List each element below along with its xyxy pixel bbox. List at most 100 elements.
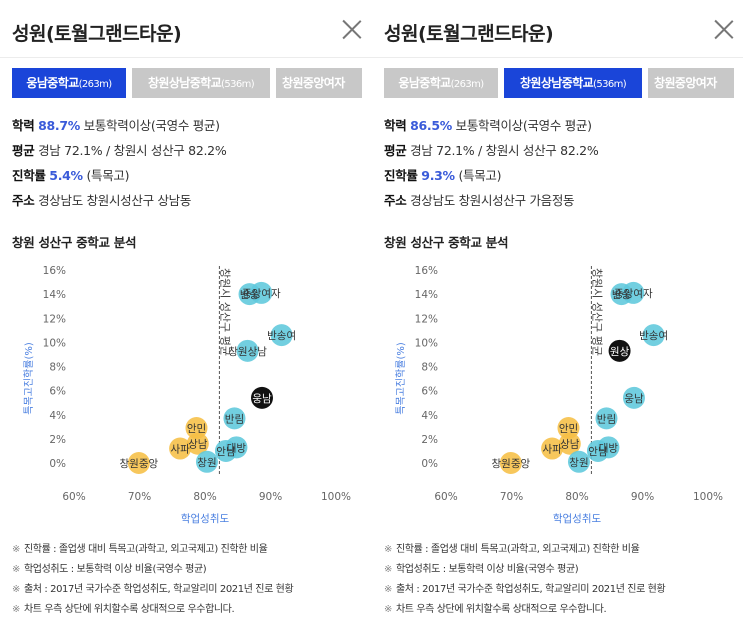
tab-changwon-jungang-yeoja[interactable]: 창원중앙여자 xyxy=(648,68,734,98)
advancement-value: 5.4% xyxy=(49,168,83,183)
tab-label: 창원중앙여자 xyxy=(282,76,345,90)
tab-changwon-sangnam[interactable]: 창원상남중학교(536m) xyxy=(504,68,642,98)
tab-label: 웅남중학교 xyxy=(398,76,451,90)
tab-distance: (536m) xyxy=(593,79,627,90)
tab-label: 웅남중학교 xyxy=(26,76,79,90)
x-tick-label: 80% xyxy=(193,491,216,503)
data-point xyxy=(186,432,209,455)
data-point-label: 웅남 xyxy=(252,393,272,405)
y-tick-label: 14% xyxy=(415,289,438,301)
panel-title: 성원(토월그랜드타운) xyxy=(12,23,182,45)
note-mark: ※ xyxy=(12,564,20,575)
x-tick-label: 60% xyxy=(62,491,85,503)
y-tick-label: 16% xyxy=(43,265,66,277)
footnotes: ※ 진학률 : 졸업생 대비 특목고(과학고, 외고국제고) 진학한 비율 ※ 학업… xyxy=(12,541,362,621)
footnote: ※ 출처 : 2017년 국가수준 학업성취도, 학교알리미 2021년 진로 현… xyxy=(12,581,362,601)
tab-ungnam[interactable]: 웅남중학교(263m) xyxy=(12,68,126,98)
achievement-value: 86.5% xyxy=(410,118,452,133)
y-axis-label: 특목고진학률(%) xyxy=(395,342,407,415)
data-point xyxy=(595,407,618,430)
data-point-label: 반송 xyxy=(240,289,260,301)
data-point-label: 웅남 xyxy=(624,393,644,405)
address-value: 경상남도 창원시성산구 가음정동 xyxy=(410,193,575,208)
x-tick-label: 90% xyxy=(259,491,282,503)
y-tick-label: 8% xyxy=(421,362,438,374)
x-tick-label: 100% xyxy=(693,491,723,503)
note-text: 차트 우측 상단에 위치할수록 상대적으로 우수합니다. xyxy=(395,604,607,615)
close-icon[interactable] xyxy=(340,17,364,41)
info-label: 평균 xyxy=(384,143,407,158)
average-value: 경남 72.1% / 창원시 성산구 82.2% xyxy=(38,143,227,158)
tab-ungnam[interactable]: 웅남중학교(263m) xyxy=(384,68,498,98)
data-point-label: 대방 xyxy=(599,442,619,454)
tab-label: 창원중앙여자 xyxy=(654,76,717,90)
data-point-label: 안남 xyxy=(216,446,236,458)
note-text: 출처 : 2017년 국가수준 학업성취도, 학교알리미 2021년 진로 현황 xyxy=(395,584,666,595)
scatter-chart: 0% 2% 4% 6% 8% 10% 12% 14% 16% 60% 70% 80% 90% 100% 학업… xyxy=(23,265,351,525)
y-tick-label: 12% xyxy=(43,313,66,325)
note-text: 차트 우측 상단에 위치할수록 상대적으로 우수합니다. xyxy=(23,604,235,615)
info-average: 평균 경남 72.1% / 창원시 성산구 82.2% xyxy=(12,141,362,166)
y-tick-label: 10% xyxy=(415,337,438,349)
data-point xyxy=(642,324,665,347)
footnote: ※ 진학률 : 졸업생 대비 특목고(과학고, 외고국제고) 진학한 비율 xyxy=(12,541,362,561)
achievement-value: 88.7% xyxy=(38,118,80,133)
school-tabs: 웅남중학교(263m) 창원상남중학교(536m) 창원중앙여자 xyxy=(384,68,743,98)
note-mark: ※ xyxy=(12,544,20,555)
data-point xyxy=(622,386,645,409)
y-tick-label: 2% xyxy=(49,434,66,446)
tab-label: 창원상남중학교 xyxy=(147,76,222,90)
info-advancement: 진학률 9.3% (특목고) xyxy=(384,166,734,191)
data-point-label: 사파 xyxy=(170,444,190,456)
data-point xyxy=(567,450,590,473)
info-label: 진학률 xyxy=(12,168,46,183)
x-tick-label: 70% xyxy=(500,491,523,503)
school-tabs: 웅남중학교(263m) 창원상남중학교(536m) 창원중앙여자 xyxy=(12,68,372,98)
data-point xyxy=(558,432,581,455)
average-line-label: 창원시 성산구 평균 xyxy=(218,268,231,356)
info-label: 주소 xyxy=(12,193,35,208)
data-point xyxy=(270,324,293,347)
average-line-label: 창원시 성산구 평균 xyxy=(590,268,603,356)
data-point-label: 창원 xyxy=(197,457,216,469)
data-point xyxy=(185,417,208,440)
info-address: 주소 경상남도 창원시성산구 가음정동 xyxy=(384,191,734,216)
note-text: 학업성취도 : 보통학력 이상 비율(국영수 평균) xyxy=(395,564,579,575)
note-mark: ※ xyxy=(384,564,392,575)
address-value: 경상남도 창원시성산구 상남동 xyxy=(38,193,192,208)
info-label: 평균 xyxy=(12,143,35,158)
data-point-label: 반림 xyxy=(225,413,244,425)
data-point-label: 반송 xyxy=(612,289,632,301)
close-icon[interactable] xyxy=(712,17,736,41)
y-axis-label: 특목고진학률(%) xyxy=(23,342,35,415)
tab-distance: (536m) xyxy=(221,79,255,90)
data-point xyxy=(127,452,150,474)
data-point xyxy=(622,281,645,304)
data-point-label: 상남 xyxy=(188,439,208,451)
info-label: 학력 xyxy=(12,118,35,133)
note-text: 진학률 : 졸업생 대비 특목고(과학고, 외고국제고) 진학한 비율 xyxy=(23,544,268,555)
school-panel-right: 성원(토월그랜드타운) 웅남중학교(263m) 창원상남중학교(536m) 창원… xyxy=(372,0,743,625)
school-info: 학력 86.5% 보통학력이상(국영수 평균) 평균 경남 72.1% / 창원… xyxy=(384,116,734,216)
data-point xyxy=(169,437,192,460)
y-tick-label: 4% xyxy=(49,410,66,422)
data-point-label: 원상 xyxy=(610,346,630,358)
info-achievement: 학력 86.5% 보통학력이상(국영수 평균) xyxy=(384,116,734,141)
data-point xyxy=(541,437,564,460)
x-tick-label: 90% xyxy=(631,491,654,503)
advancement-value: 9.3% xyxy=(421,168,455,183)
scatter-chart: 0% 2% 4% 6% 8% 10% 12% 14% 16% 60% 70% 80% 90% 100% 학업… xyxy=(395,265,723,525)
data-point xyxy=(223,407,246,430)
footnote: ※ 학업성취도 : 보통학력 이상 비율(국영수 평균) xyxy=(12,561,362,581)
y-tick-label: 12% xyxy=(415,313,438,325)
info-address: 주소 경상남도 창원시성산구 상남동 xyxy=(12,191,362,216)
tab-changwon-sangnam[interactable]: 창원상남중학교(536m) xyxy=(132,68,270,98)
data-point xyxy=(608,339,631,362)
data-point xyxy=(586,439,609,462)
advancement-desc: (특목고) xyxy=(86,168,130,183)
tab-changwon-jungang-yeoja[interactable]: 창원중앙여자 xyxy=(276,68,362,98)
footnote: ※ 차트 우측 상단에 위치할수록 상대적으로 우수합니다. xyxy=(384,601,734,621)
data-point-label: 대방 xyxy=(227,442,247,454)
data-point-label: 사파 xyxy=(542,444,562,456)
achievement-desc: 보통학력이상(국영수 평균) xyxy=(455,118,592,133)
